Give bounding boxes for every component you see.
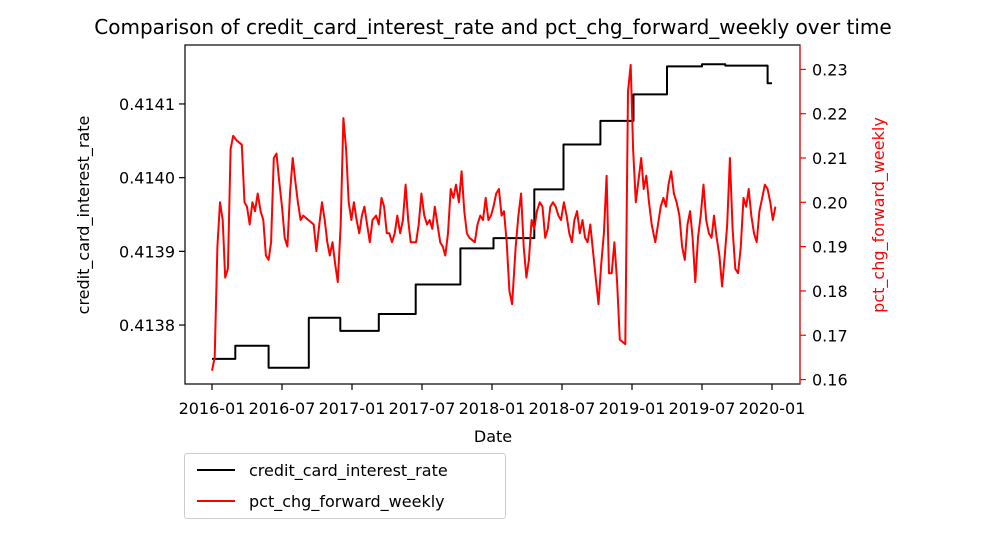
right-y-tick-label: 0.19: [812, 238, 848, 257]
right-y-tick-label: 0.21: [812, 149, 848, 168]
legend-swatch-red: [197, 500, 235, 502]
right-y-tick-label: 0.23: [812, 60, 848, 79]
series-line-credit-card-interest-rate: [212, 63, 772, 369]
right-y-tick-label: 0.16: [812, 371, 848, 390]
x-tick-label: 2019-07: [669, 399, 736, 418]
plot-area: [211, 63, 777, 371]
right-y-tick-label: 0.20: [812, 193, 848, 212]
x-tick-label: 2016-01: [179, 399, 246, 418]
left-y-tick-label: 0.4140: [119, 169, 175, 188]
x-tick-label: 2018-01: [459, 399, 526, 418]
right-y-axis-label: pct_chg_forward_weekly: [869, 117, 889, 313]
left-y-tick-label: 0.4138: [119, 316, 175, 335]
left-y-tick-label: 0.4139: [119, 242, 175, 261]
x-tick-label: 2020-01: [739, 399, 806, 418]
axes: 2016-01 2016-07 2017-01 2017-07 2018-01 2018-…: [119, 44, 848, 418]
x-tick-label: 2017-01: [319, 399, 386, 418]
legend: credit_card_interest_rate pct_chg_forwar…: [184, 453, 506, 519]
left-y-tick-label: 0.4141: [119, 95, 175, 114]
legend-label: credit_card_interest_rate: [249, 460, 448, 480]
x-tick-label: 2018-07: [529, 399, 596, 418]
legend-swatch-black: [197, 469, 235, 471]
right-y-tick-label: 0.18: [812, 282, 848, 301]
left-y-axis-label: credit_card_interest_rate: [74, 116, 94, 315]
chart-title: Comparison of credit_card_interest_rate …: [94, 15, 891, 39]
series-line-pct-chg-forward-weekly: [211, 63, 777, 371]
x-tick-label: 2016-07: [249, 399, 316, 418]
x-tick-label: 2017-07: [389, 399, 456, 418]
right-y-tick-label: 0.22: [812, 105, 848, 124]
x-axis-label: Date: [474, 427, 512, 446]
x-tick-label: 2019-01: [599, 399, 666, 418]
legend-item-pct-chg-forward-weekly: pct_chg_forward_weekly: [197, 490, 445, 512]
right-y-tick-label: 0.17: [812, 326, 848, 345]
legend-item-credit-card-interest-rate: credit_card_interest_rate: [197, 459, 448, 481]
plot-frame: [184, 44, 801, 385]
legend-label: pct_chg_forward_weekly: [249, 491, 445, 511]
